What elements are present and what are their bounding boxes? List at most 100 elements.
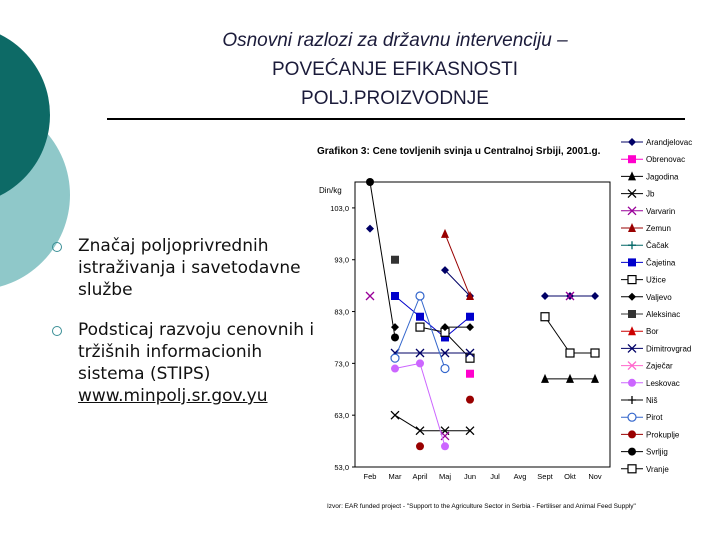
legend-item: Leskovac — [621, 378, 680, 388]
legend-item: Čajetina — [621, 258, 676, 267]
x-tick-label: Maj — [439, 472, 451, 481]
pig-price-chart: Grafikon 3: Cene tovljenih svinja u Cent… — [317, 138, 692, 510]
legend-item: Jb — [621, 189, 655, 199]
legend-item: Prokuplje — [621, 430, 680, 439]
legend-label: Dimitrovgrad — [646, 344, 691, 353]
data-point — [416, 312, 424, 321]
x-tick-label: Nov — [588, 472, 602, 481]
slide-title: Osnovni razlozi za državnu intervenciju … — [150, 26, 640, 113]
legend-marker — [628, 155, 636, 164]
title-line-1: Osnovni razlozi za državnu intervenciju … — [222, 30, 568, 51]
legend-item: Bor — [621, 326, 659, 336]
data-point — [390, 410, 400, 420]
data-point — [540, 312, 550, 322]
bullet-circle-icon — [52, 242, 62, 252]
data-point — [565, 348, 575, 358]
data-point — [466, 291, 474, 300]
legend-marker — [628, 171, 636, 181]
legend-item: Užice — [621, 275, 667, 285]
bullet-item: Značaj poljoprivrednih istraživanja i sa… — [50, 235, 315, 301]
x-tick-label: Jul — [490, 472, 500, 481]
data-point — [441, 442, 449, 451]
legend-label: Bor — [646, 327, 659, 336]
data-point — [566, 373, 574, 383]
decor-circle-dark — [0, 34, 50, 196]
data-point — [565, 291, 575, 301]
legend-label: Vranje — [646, 465, 669, 474]
decorative-circles — [0, 0, 100, 300]
legend-item: Varvarin — [621, 206, 675, 216]
legend-item: Čačak — [621, 241, 670, 250]
legend-label: Pirot — [646, 413, 663, 422]
series-line-segment — [394, 362, 421, 370]
legend-marker — [627, 189, 637, 199]
legend-item: Obrenovac — [621, 155, 685, 164]
legend-marker — [628, 292, 636, 301]
legend-item: Niš — [621, 396, 658, 405]
series-arandjelovac — [366, 224, 599, 300]
y-tick-label: 93,0 — [334, 256, 349, 265]
series-line-segment — [444, 233, 471, 297]
series-pirot — [390, 291, 450, 374]
y-tick-label: 83,0 — [334, 308, 349, 317]
data-point — [415, 426, 425, 436]
data-point — [465, 353, 475, 363]
legend-label: Niš — [646, 396, 658, 405]
legend-item: Aleksinac — [621, 310, 680, 319]
data-point — [591, 292, 599, 300]
legend-item: Svrljig — [621, 447, 668, 457]
legend-label: Užice — [646, 276, 667, 285]
series-line-segment — [394, 295, 421, 318]
ministry-link[interactable]: www.minpolj.sr.gov.yu — [78, 386, 268, 406]
y-axis-label: Din/kg — [319, 186, 342, 195]
legend-item: Valjevo — [621, 292, 672, 302]
legend-marker — [628, 223, 636, 232]
legend-item: Arandjelovac — [621, 138, 692, 147]
chart-title: Grafikon 3: Cene tovljenih svinja u Cent… — [317, 146, 601, 157]
data-point — [441, 333, 449, 342]
series-line-segment — [419, 295, 446, 369]
legend-marker — [628, 378, 636, 387]
data-point — [541, 373, 549, 383]
legend-item: Pirot — [621, 412, 663, 422]
legend-label: Zemun — [646, 224, 671, 233]
data-point — [391, 323, 399, 332]
legend-item: Zemun — [621, 223, 671, 233]
bullet-text: Podsticaj razvoju cenovnih i tržišnih in… — [78, 320, 315, 384]
title-line-3: POLJ.PROIZVODNJE — [301, 88, 489, 109]
series-line-segment — [394, 295, 421, 359]
x-tick-label: Mar — [389, 472, 402, 481]
legend-marker — [628, 310, 636, 318]
series-varvarin — [365, 291, 575, 441]
legend-item: Vranje — [621, 464, 669, 474]
series-obrenovac — [466, 369, 474, 378]
data-point — [465, 426, 475, 436]
x-tick-label: Sept — [537, 472, 553, 481]
legend-label: Jagodina — [646, 172, 679, 181]
legend-label: Čajetina — [646, 258, 676, 267]
legend-marker — [628, 258, 636, 267]
legend-item: Dimitrovgrad — [621, 343, 691, 353]
legend-marker — [628, 326, 636, 336]
series-vranje — [540, 312, 600, 358]
legend-item: Zaječar — [621, 361, 673, 371]
legend-marker — [627, 361, 637, 371]
plot-area: 103,0 93,0 83,0 73,0 63,0 53,0 Feb Mar April Maj J… — [330, 178, 611, 481]
data-point — [366, 178, 374, 186]
data-point — [366, 224, 374, 233]
bullet-list: Značaj poljoprivrednih istraživanja i sa… — [50, 235, 315, 425]
data-point — [440, 363, 450, 374]
data-point — [391, 364, 399, 373]
series-zemun — [441, 228, 474, 300]
data-point — [590, 348, 600, 358]
legend-marker — [628, 430, 636, 439]
series-leskovac — [391, 359, 449, 451]
chart-source-note: Izvor: EAR funded project - "Support to … — [327, 503, 637, 510]
data-point — [415, 348, 425, 358]
series-čajetina — [391, 292, 474, 342]
data-point — [416, 442, 424, 451]
data-point — [466, 312, 474, 321]
data-point — [365, 291, 375, 301]
legend-marker — [627, 464, 637, 474]
series-line-segment — [444, 269, 471, 297]
